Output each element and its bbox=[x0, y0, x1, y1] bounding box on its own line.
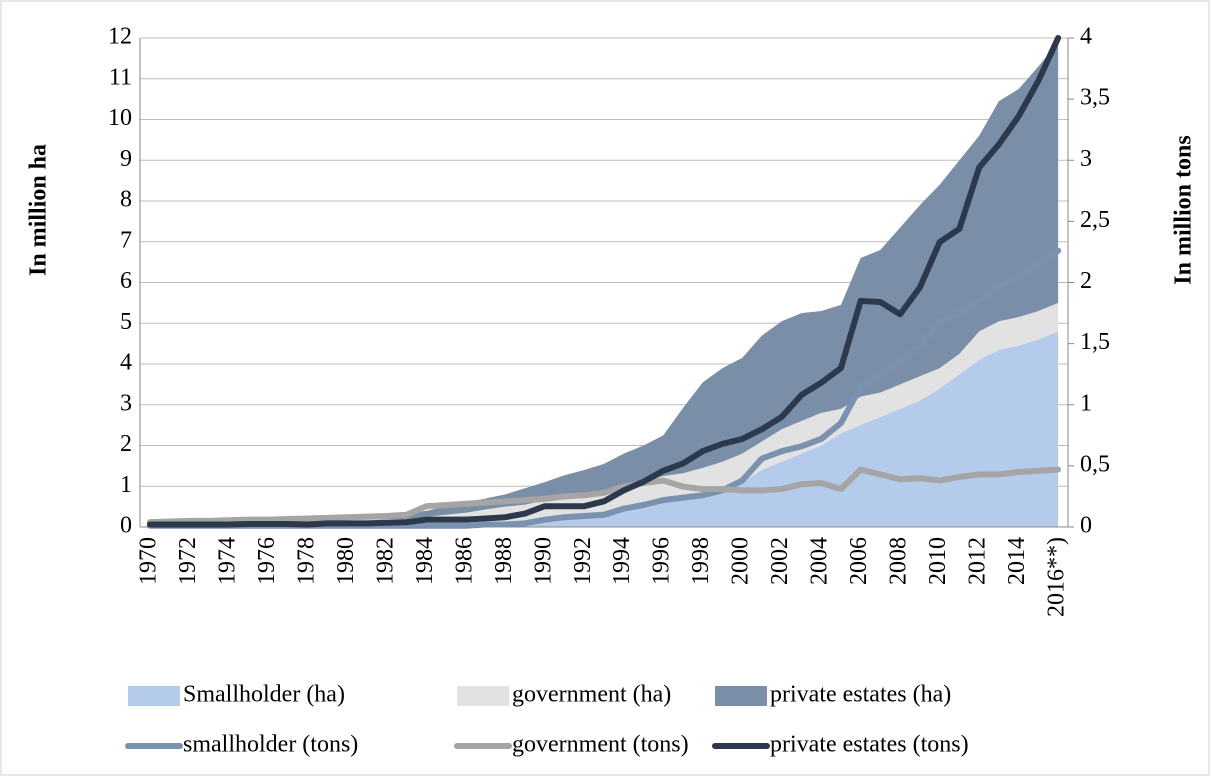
y-tick-label: 5 bbox=[120, 309, 132, 335]
area bbox=[149, 302, 1059, 527]
y2-tick-label: 2 bbox=[1080, 268, 1092, 294]
x-tick-label: 1970 bbox=[135, 537, 161, 585]
x-tick-label: 1988 bbox=[491, 537, 517, 585]
y-tick-label: 0 bbox=[120, 513, 132, 539]
y-tick-label: 12 bbox=[108, 24, 132, 50]
x-tick-label: 2010 bbox=[925, 537, 951, 585]
x-tick-label: 2016**) bbox=[1044, 537, 1070, 617]
legend-swatch bbox=[457, 686, 509, 706]
y2-tick-label: 3 bbox=[1080, 146, 1092, 172]
y2-tick-label: 0 bbox=[1080, 513, 1092, 539]
y-tick-label: 10 bbox=[108, 105, 132, 131]
x-tick-label: 1978 bbox=[293, 537, 319, 585]
y2-tick-label: 0,5 bbox=[1080, 451, 1110, 477]
y2-axis-title: In million tons bbox=[1171, 135, 1197, 284]
x-tick-label: 1998 bbox=[688, 537, 714, 585]
x-tick-label: 1986 bbox=[451, 537, 477, 585]
y-tick-label: 9 bbox=[120, 146, 132, 172]
y-tick-label: 1 bbox=[120, 472, 132, 498]
x-tick-label: 1994 bbox=[609, 537, 635, 585]
x-tick-label: 1974 bbox=[214, 537, 240, 585]
x-tick-label: 1992 bbox=[570, 537, 596, 585]
x-tick-label: 2004 bbox=[807, 537, 833, 585]
x-tick-label: 2002 bbox=[767, 537, 793, 585]
x-tick-label: 1990 bbox=[530, 537, 556, 585]
x-tick-label: 2008 bbox=[886, 537, 912, 585]
x-tick-label: 1984 bbox=[412, 537, 438, 585]
y2-tick-label: 1,5 bbox=[1080, 329, 1110, 355]
y2-tick-label: 2,5 bbox=[1080, 207, 1110, 233]
x-tick-label: 2014 bbox=[1004, 537, 1030, 585]
y2-tick-label: 4 bbox=[1080, 24, 1092, 50]
x-tick-label: 1972 bbox=[175, 537, 201, 585]
x-tick-label: 1980 bbox=[333, 537, 359, 585]
area bbox=[149, 42, 1059, 523]
x-tick-label: 2006 bbox=[846, 537, 872, 585]
x-tick-label: 1996 bbox=[649, 537, 675, 585]
y-tick-label: 2 bbox=[120, 431, 132, 457]
y-tick-label: 3 bbox=[120, 390, 132, 416]
y-tick-label: 11 bbox=[109, 64, 132, 90]
y-tick-label: 4 bbox=[120, 350, 132, 376]
legend-swatch bbox=[715, 686, 767, 706]
y-tick-label: 7 bbox=[120, 227, 132, 253]
area bbox=[149, 331, 1059, 527]
line bbox=[146, 466, 1062, 526]
y-tick-label: 8 bbox=[120, 187, 132, 213]
y-tick-label: 6 bbox=[120, 268, 132, 294]
legend-label: Smallholder (ha) bbox=[183, 682, 345, 708]
legend-label: government (ha) bbox=[512, 682, 671, 708]
legend-swatch bbox=[128, 686, 180, 706]
x-tick-label: 2000 bbox=[728, 537, 754, 585]
x-tick-label: 1976 bbox=[254, 537, 280, 585]
x-tick-label: 2012 bbox=[965, 537, 991, 585]
legend-label: private estates (ha) bbox=[770, 682, 951, 708]
y2-tick-label: 1 bbox=[1080, 390, 1092, 416]
x-tick-label: 1982 bbox=[372, 537, 398, 585]
y2-tick-label: 3,5 bbox=[1080, 85, 1110, 111]
line bbox=[146, 35, 1062, 528]
y-axis-title: In million ha bbox=[26, 144, 52, 276]
legend-label: smallholder (tons) bbox=[183, 732, 358, 758]
legend-label: government (tons) bbox=[512, 732, 689, 758]
legend-label: private estates (tons) bbox=[770, 732, 969, 758]
